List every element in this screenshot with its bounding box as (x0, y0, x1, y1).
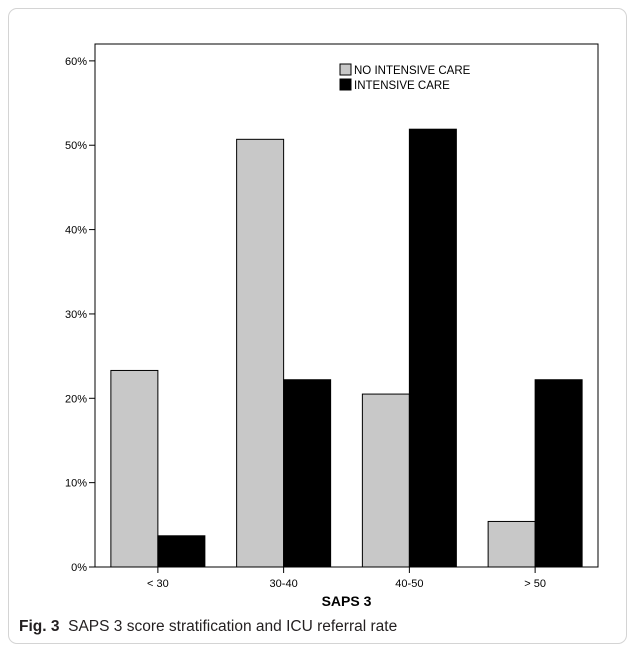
figure-caption: Fig. 3 SAPS 3 score stratification and I… (19, 618, 397, 636)
bar-intensive-care (157, 535, 206, 568)
figure-caption-text: SAPS 3 score stratification and ICU refe… (68, 618, 398, 635)
y-tick-label: 20% (65, 393, 87, 405)
bar-no-intensive-care (110, 369, 159, 568)
x-axis: < 30 30-40 40-50 > 50 (147, 567, 546, 590)
x-tick-label: > 50 (524, 578, 546, 590)
plot-area (94, 43, 599, 568)
bar-intensive-care (283, 379, 332, 568)
figure-label: Fig. 3 (19, 618, 60, 635)
legend-swatch (339, 63, 352, 76)
x-tick-label: 40-50 (395, 578, 423, 590)
legend-swatch (339, 78, 352, 91)
legend-label: NO INTENSIVE CARE (354, 65, 471, 77)
bars (110, 128, 583, 568)
y-tick-label: 30% (65, 309, 87, 321)
y-tick-label: 0% (71, 562, 87, 574)
y-axis: 0% 10% 20% 30% 40% 50% 60% (65, 56, 95, 574)
x-axis-title: SAPS 3 (322, 593, 372, 609)
y-tick-label: 60% (65, 56, 87, 68)
bar-no-intensive-care (236, 138, 285, 568)
y-tick-label: 40% (65, 225, 87, 237)
bar-no-intensive-care (361, 393, 410, 568)
x-tick-label: 30-40 (270, 578, 298, 590)
bar-no-intensive-care (487, 520, 536, 568)
x-tick-label: < 30 (147, 578, 169, 590)
y-tick-label: 10% (65, 478, 87, 490)
y-tick-label: 50% (65, 140, 87, 152)
legend: NO INTENSIVE CARE INTENSIVE CARE (339, 63, 471, 92)
bar-intensive-care (408, 128, 457, 568)
legend-label: INTENSIVE CARE (354, 80, 450, 92)
bar-intensive-care (534, 379, 583, 568)
